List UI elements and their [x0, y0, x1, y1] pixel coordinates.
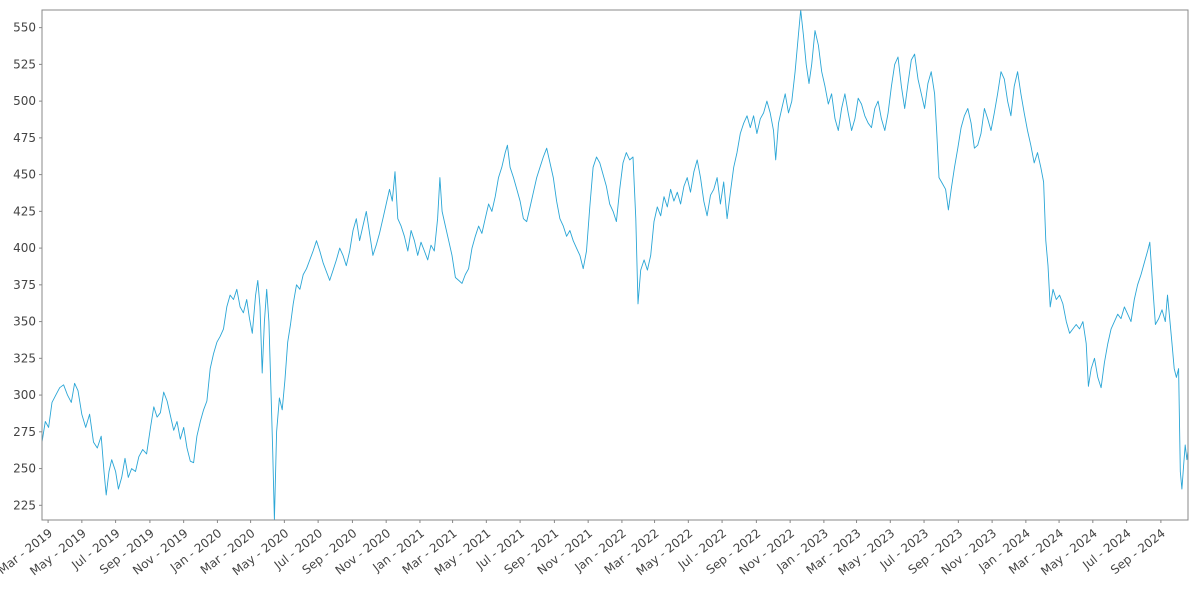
plot-frame: [41, 9, 1189, 521]
y-tick-label: 225: [13, 498, 36, 512]
y-tick-label: 475: [13, 131, 36, 145]
y-tick-label: 350: [13, 315, 36, 329]
y-tick-label: 500: [13, 94, 36, 108]
y-tick-label: 250: [13, 462, 36, 476]
y-tick-label: 375: [13, 278, 36, 292]
y-tick-label: 425: [13, 204, 36, 218]
y-tick-label: 400: [13, 241, 36, 255]
y-tick-label: 550: [13, 21, 36, 35]
y-tick-label: 325: [13, 351, 36, 365]
y-tick-label: 300: [13, 388, 36, 402]
y-tick-label: 525: [13, 57, 36, 71]
y-axis: 225 250 275 300 325 350 375 400 425 450 475 500 525 5…: [13, 21, 42, 512]
y-tick-label: 275: [13, 425, 36, 439]
series-line-0: [41, 9, 1189, 521]
y-tick-label: 450: [13, 168, 36, 182]
series-group: [41, 9, 1189, 521]
